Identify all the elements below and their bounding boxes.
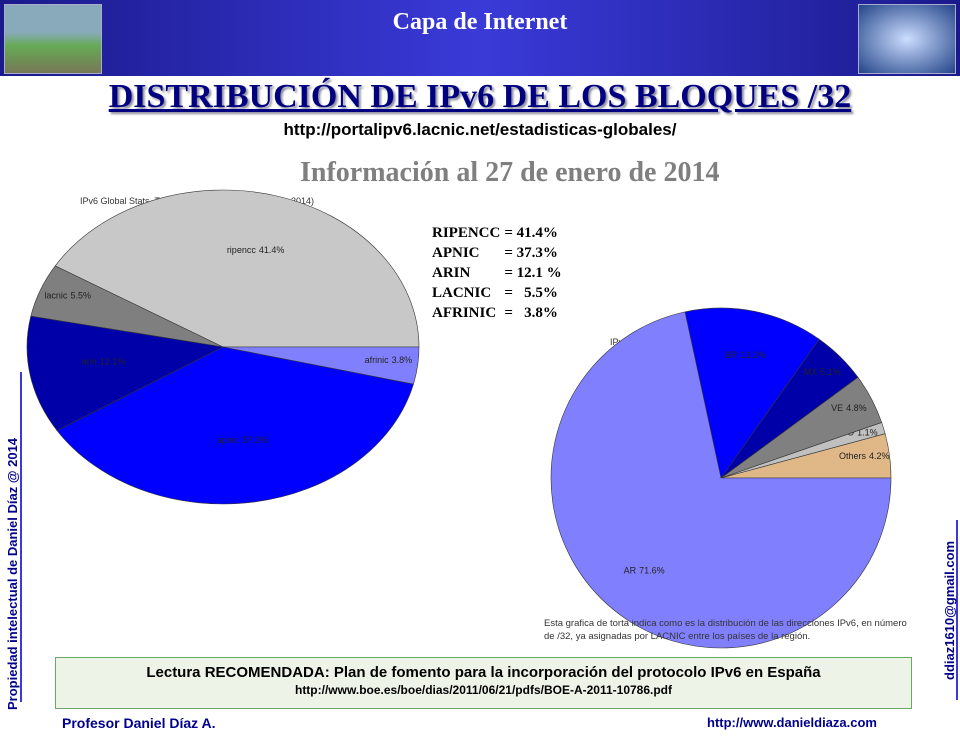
slice-category: afrinic — [365, 355, 390, 365]
side-text: ddiaz1610@gmail.com — [942, 540, 957, 680]
slice-value: 71.6% — [639, 565, 665, 575]
slice-value: 3.8% — [392, 355, 413, 365]
website[interactable]: http://www.danieldiaza.com — [707, 715, 877, 730]
slice-category: Others — [839, 451, 867, 461]
slice-category: arin — [82, 357, 97, 367]
slice-label: Others 4.2% — [839, 451, 890, 461]
summary-cell: RIPENCC — [432, 225, 501, 241]
header-logo — [858, 4, 956, 74]
summary-cell: APNIC — [432, 245, 480, 261]
slice-category: apnic — [218, 435, 240, 445]
slice-category: lacnic — [44, 291, 68, 301]
slice-label: AR 71.6% — [624, 565, 665, 575]
pie-slice — [56, 346, 414, 505]
slice-value: 12.1% — [100, 357, 126, 367]
slide-title: DISTRIBUCIÓN DE IPv6 DE LOS BLOQUES /32 — [108, 78, 852, 115]
slice-value: 4.2% — [869, 451, 890, 461]
summary-row: ARIN = 12.1 % — [432, 263, 566, 283]
slice-label: VE 4.8% — [831, 403, 867, 413]
header-bar — [0, 0, 960, 76]
reading-url[interactable]: http://www.boe.es/boe/dias/2011/06/21/pd… — [294, 683, 672, 697]
header-photo — [4, 4, 102, 74]
slice-value: 41.4% — [259, 245, 285, 255]
slice-label: MX 5.1% — [804, 367, 841, 377]
author: Profesor Daniel Díaz A. — [62, 715, 216, 731]
slice-label: apnic 37.3% — [218, 435, 268, 445]
slice-category: BR — [725, 350, 738, 360]
summary-table: RIPENCC = 41.4% APNIC = 37.3% ARIN = 12.1 % LA… — [432, 223, 566, 323]
pie-slice — [550, 311, 892, 649]
slice-value: 37.3% — [242, 435, 268, 445]
summary-cell: = 12.1 % — [504, 265, 562, 281]
summary-cell: = 41.4% — [504, 225, 558, 241]
reading-text: Lectura RECOMENDADA: Plan de fomento par… — [146, 664, 821, 681]
slice-label: ripencc 41.4% — [227, 245, 285, 255]
source-url: http://portalipv6.lacnic.net/estadistica… — [283, 120, 677, 139]
summary-row: RIPENCC = 41.4% — [432, 223, 566, 243]
summary-cell: = 5.5% — [504, 285, 558, 301]
pie-slice — [684, 307, 820, 479]
side-line — [956, 520, 958, 700]
summary-cell: = 3.8% — [504, 305, 558, 321]
summary-row: APNIC = 37.3% — [432, 243, 566, 263]
slice-label: BR 13.2% — [725, 350, 766, 360]
slice-label: lacnic 5.5% — [44, 291, 91, 301]
summary-cell: LACNIC — [432, 285, 492, 301]
chart-note: Esta grafica de torta indica como es la … — [544, 618, 907, 642]
subtitle: Información al 27 de enero de 2014 — [300, 157, 720, 188]
summary-row: LACNIC = 5.5% — [432, 283, 566, 303]
side-text: Propiedad intelectual de Daniel Díaz @ 2… — [5, 437, 20, 710]
slice-category: AR — [624, 565, 637, 575]
slice-value: 5.1% — [820, 367, 841, 377]
pie-slice — [26, 315, 224, 432]
summary-cell: = 37.3% — [504, 245, 558, 261]
slice-category: VE — [831, 403, 843, 413]
summary-cell: ARIN — [432, 265, 471, 281]
slice-category: ripencc — [227, 245, 257, 255]
slice-value: 1.1% — [857, 428, 878, 438]
pie-slice — [54, 189, 420, 348]
side-line — [20, 372, 22, 702]
slice-label: afrinic 3.8% — [365, 355, 413, 365]
reading-box: Lectura RECOMENDADA: Plan de fomento par… — [55, 657, 912, 709]
pie-slice — [222, 346, 420, 385]
slice-value: 5.5% — [70, 291, 91, 301]
header-title: Capa de Internet — [392, 9, 568, 35]
slice-category: MX — [804, 367, 818, 377]
slice-label: arin 12.1% — [82, 357, 126, 367]
slice-value: 4.8% — [846, 403, 867, 413]
summary-cell: AFRINIC — [432, 305, 497, 321]
summary-row: AFRINIC = 3.8% — [432, 303, 566, 323]
slice-value: 13.2% — [740, 350, 766, 360]
